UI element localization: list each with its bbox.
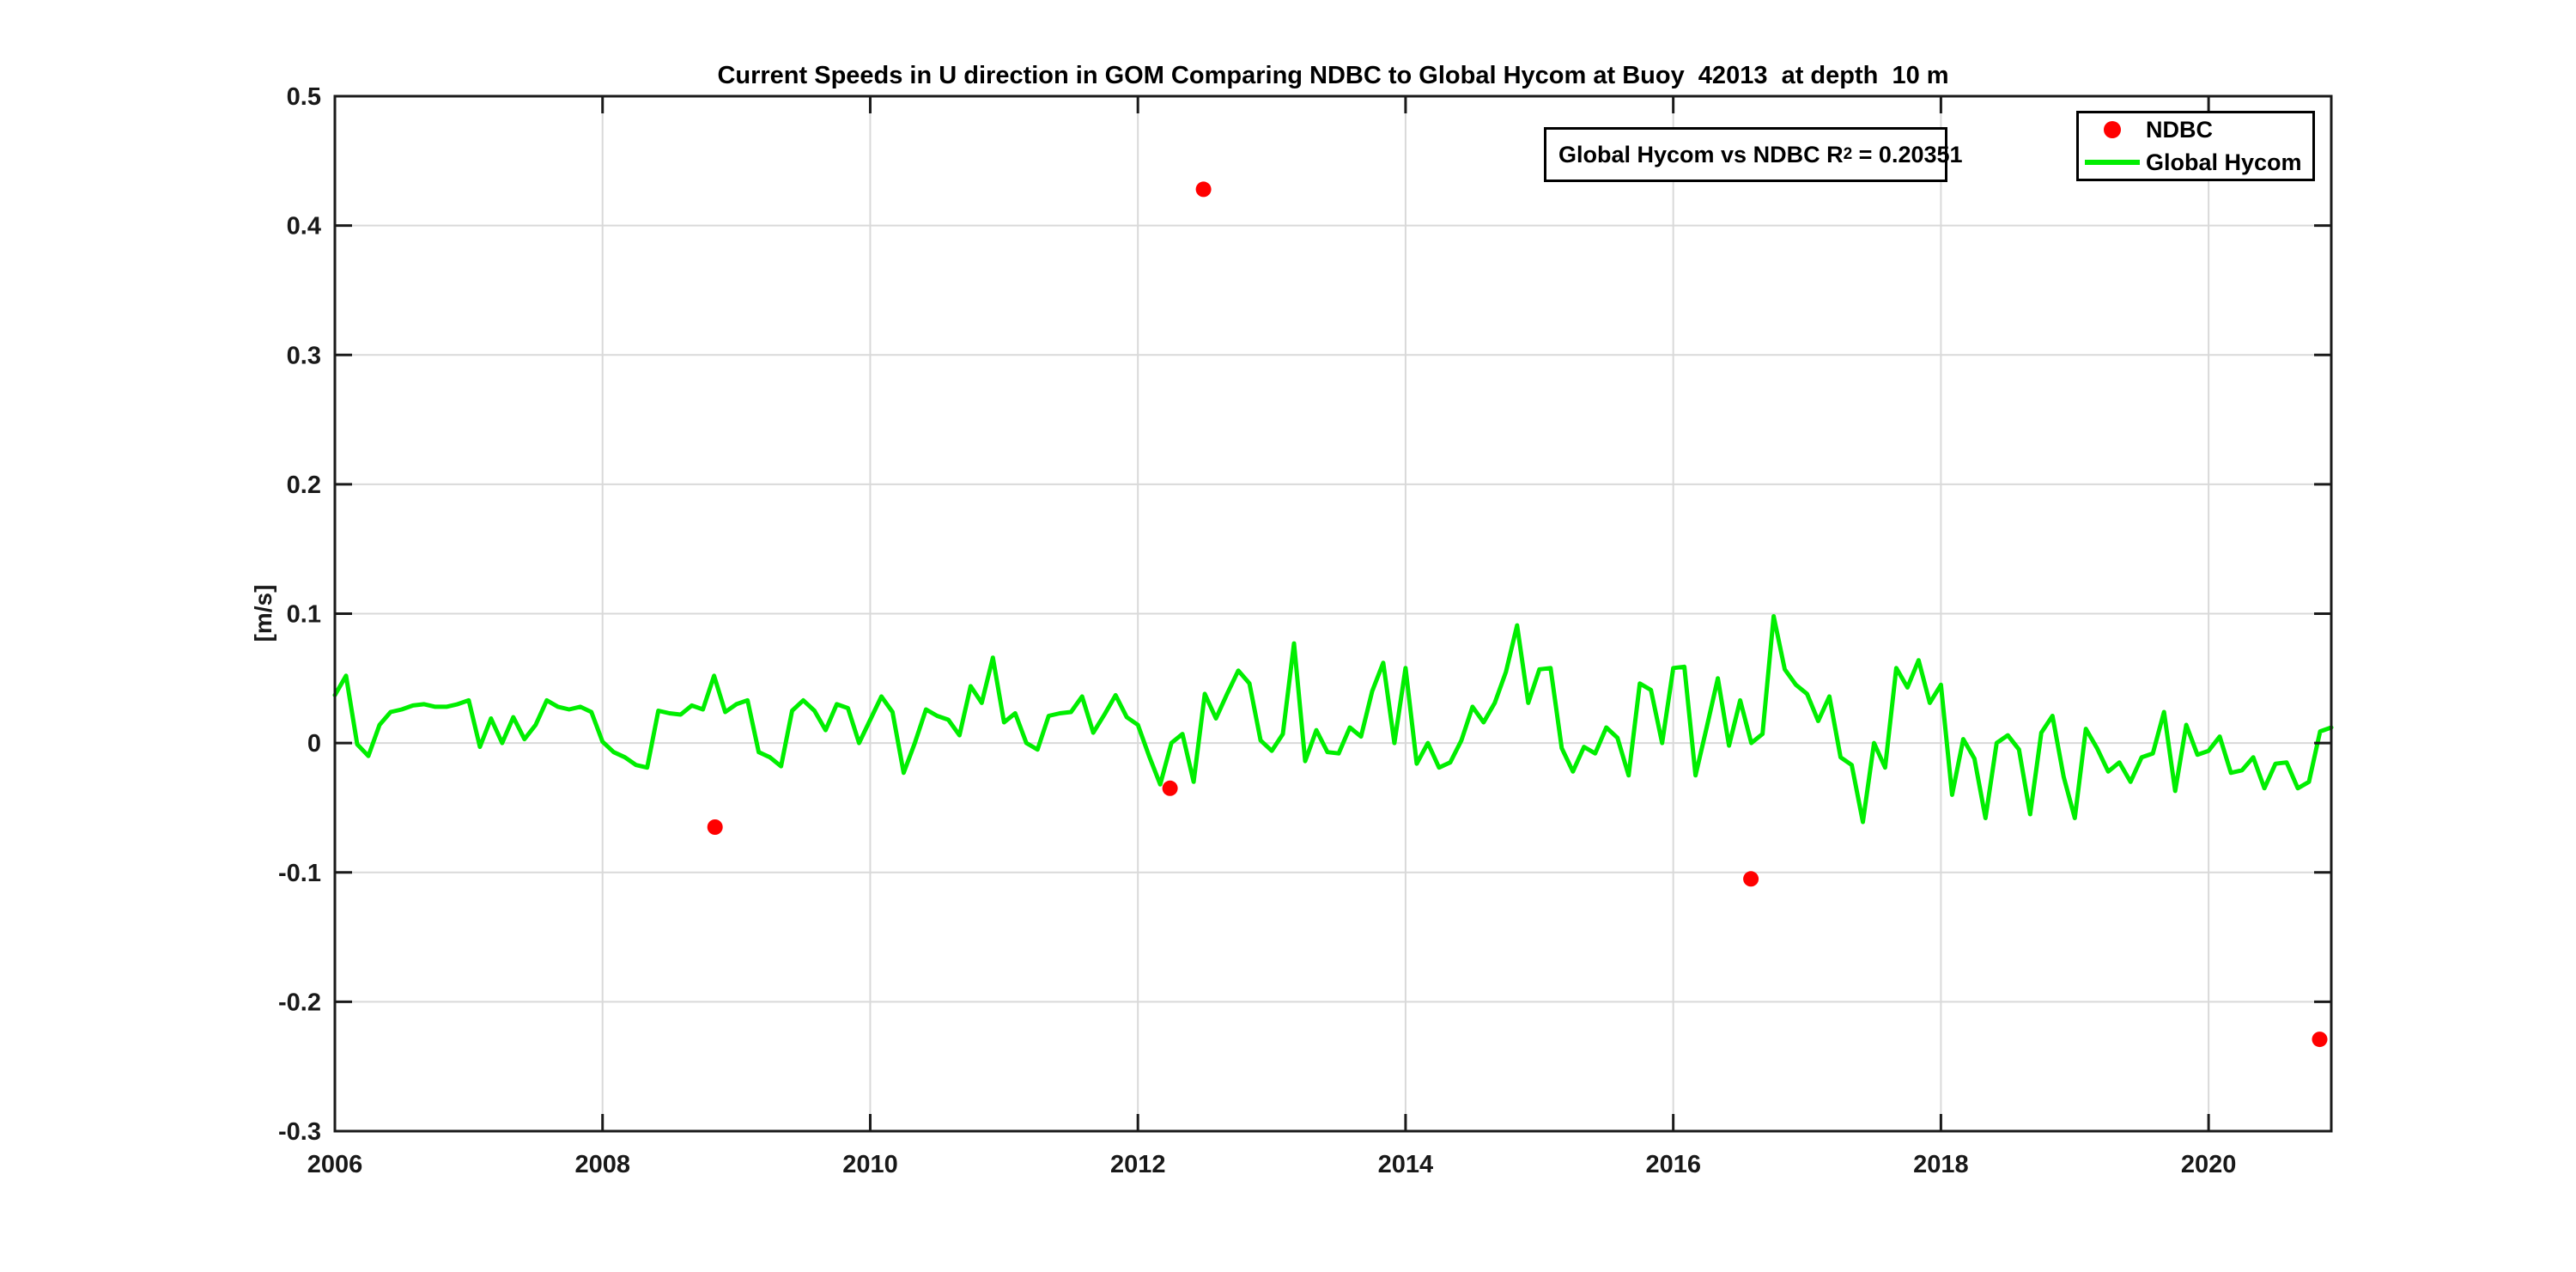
legend: NDBC Global Hycom: [2076, 111, 2315, 181]
r2-annotation-value: = 0.20351: [1852, 141, 1963, 167]
y-tick-label: -0.3: [278, 1118, 321, 1146]
ndbc-marker-icon: [2104, 121, 2121, 138]
ndbc-point: [1162, 780, 1178, 796]
chart-title: Current Speeds in U direction in GOM Com…: [717, 62, 1949, 89]
y-tick-label: -0.1: [278, 860, 321, 887]
r2-annotation-prefix: Global Hycom vs NDBC R: [1558, 141, 1844, 167]
y-tick-label: -0.2: [278, 989, 321, 1016]
x-tick-label: 2018: [1913, 1151, 1969, 1178]
x-tick-labels: 2006 2008 2010 2012 2014 2016 2018 2020: [307, 1151, 2237, 1178]
y-axis-label: [m/s]: [250, 584, 276, 642]
y-tick-labels: -0.3 -0.2 -0.1 0 0.1 0.2 0.3 0.4 0.5: [278, 83, 321, 1146]
ndbc-point: [707, 819, 723, 835]
legend-marker-cell: [2079, 160, 2146, 165]
y-tick-label: 0: [307, 730, 321, 758]
x-tick-label: 2008: [574, 1151, 630, 1178]
legend-row-hycom: Global Hycom: [2079, 146, 2312, 179]
ndbc-point: [1743, 871, 1759, 887]
ndbc-point: [1195, 181, 1212, 198]
hycom-line-icon: [2085, 160, 2140, 165]
x-tick-label: 2014: [1378, 1151, 1434, 1178]
x-tick-label: 2010: [842, 1151, 898, 1178]
x-tick-label: 2016: [1645, 1151, 1701, 1178]
legend-label-hycom: Global Hycom: [2146, 149, 2302, 175]
y-tick-label: 0.3: [287, 342, 321, 369]
legend-marker-cell: [2079, 121, 2146, 138]
y-tick-label: 0.4: [287, 213, 321, 240]
legend-label-ndbc: NDBC: [2146, 116, 2213, 143]
legend-row-ndbc: NDBC: [2079, 113, 2312, 146]
ndbc-points: [707, 181, 2328, 1048]
grid-lines: [334, 95, 2331, 1132]
ndbc-point: [2312, 1032, 2328, 1048]
x-tick-label: 2012: [1110, 1151, 1166, 1178]
y-tick-label: 0.2: [287, 472, 321, 499]
hycom-line: [332, 614, 2334, 825]
x-tick-label: 2006: [307, 1151, 363, 1178]
axis-ticks: [333, 94, 2331, 1133]
y-tick-label: 0.1: [287, 601, 321, 629]
y-tick-label: 0.5: [287, 83, 321, 111]
x-tick-label: 2020: [2181, 1151, 2237, 1178]
